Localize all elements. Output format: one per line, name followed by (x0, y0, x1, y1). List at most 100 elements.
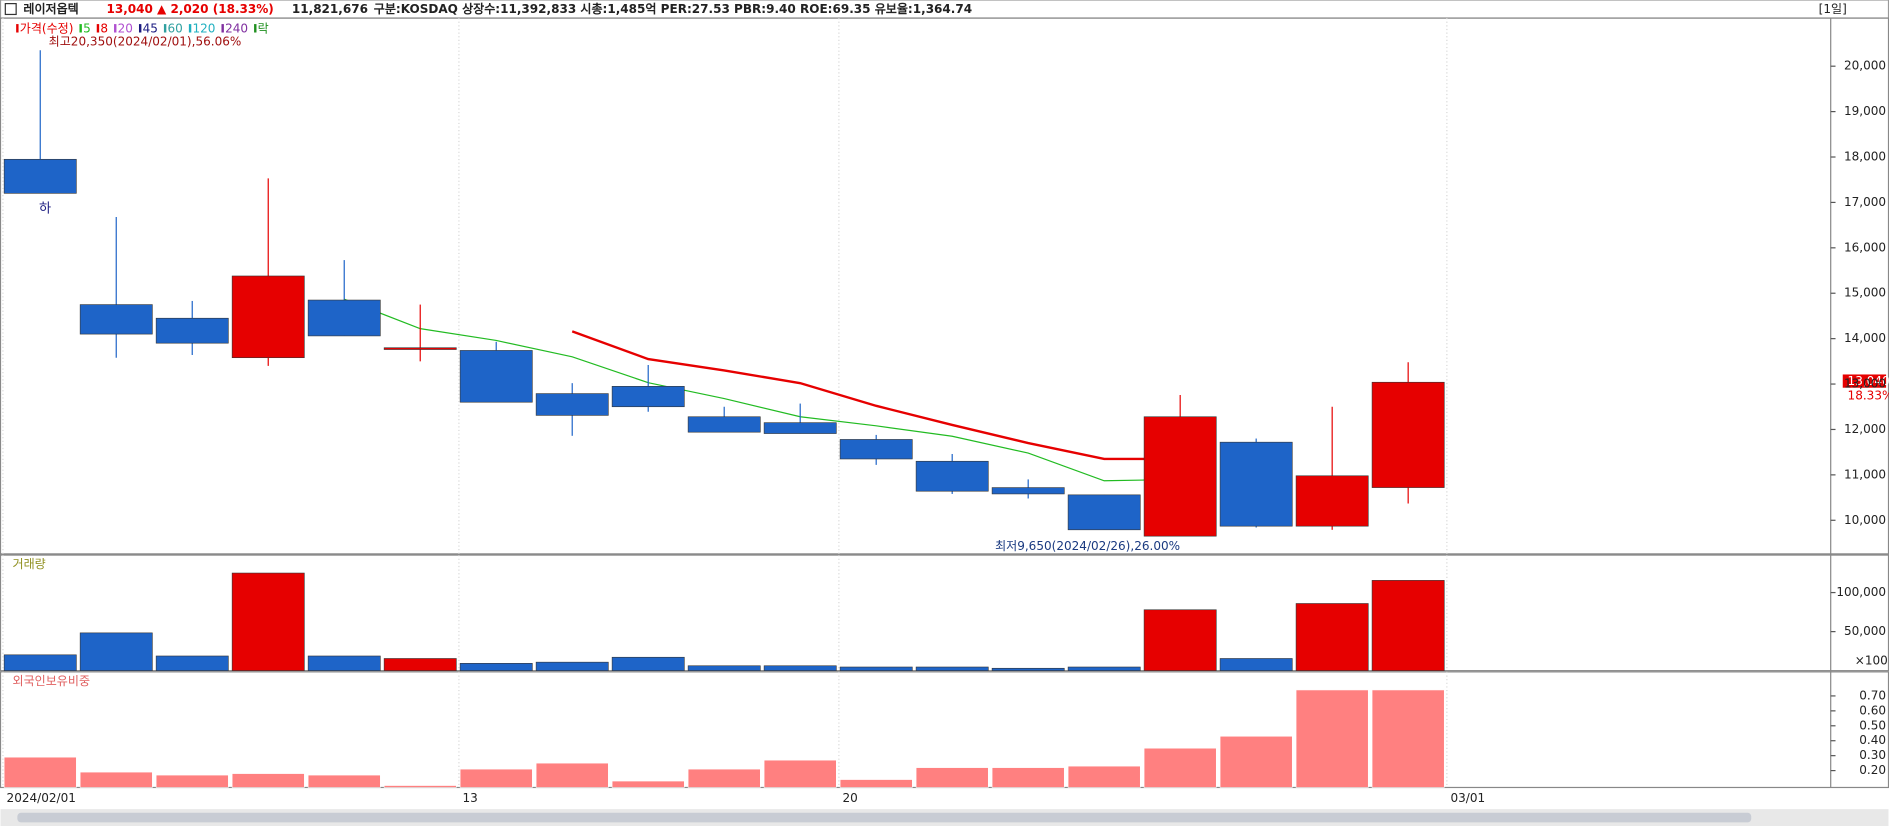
y-tick-label: 13,000 (1844, 377, 1886, 391)
legend-entry: 8 (100, 21, 108, 35)
bar (763, 665, 837, 671)
bar (79, 771, 153, 788)
x-tick-label: 2024/02/01 (7, 791, 76, 805)
y-tick-label: 14,000 (1844, 331, 1886, 345)
x-tick-label: 13 (463, 791, 478, 805)
legend-entry: 가격(수정) (20, 21, 74, 35)
ma-line (571, 330, 1181, 461)
bar (687, 665, 761, 671)
candle-body (231, 275, 305, 359)
legend-swatch (221, 24, 224, 33)
candle-body (1219, 441, 1293, 527)
bar (1067, 666, 1141, 671)
bar (1219, 735, 1293, 788)
candle-body (459, 350, 533, 403)
bar (1295, 603, 1369, 671)
bar (991, 767, 1065, 788)
info: 구분:KOSDAQ 상장수:11,392,833 시총:1,485억 PER:2… (374, 1, 972, 16)
change: ▲ 2,020 (18.33%) (157, 2, 274, 16)
candle-body (1067, 494, 1141, 531)
bar (1371, 689, 1445, 788)
y-tick-label: 11,000 (1844, 467, 1886, 481)
candle-body (687, 416, 761, 433)
x-tick-label: 20 (843, 791, 858, 805)
bar (383, 658, 457, 671)
bar (915, 767, 989, 788)
y-tick-label: 18,000 (1844, 150, 1886, 164)
y-tick-label: 0.30 (1859, 748, 1886, 762)
candle-body (915, 460, 989, 492)
bar (915, 666, 989, 671)
bar (1067, 765, 1141, 788)
bar (535, 661, 609, 671)
legend-swatch (114, 24, 117, 33)
y-tick-label: 17,000 (1844, 195, 1886, 209)
bar (307, 655, 381, 671)
stock-name: 레이저옵텍 (23, 1, 78, 16)
legend-entry: 240 (225, 21, 248, 35)
high-annotation: 최고20,350(2024/02/01),56.06% (49, 35, 242, 49)
y-tick-label: 0.40 (1859, 733, 1886, 747)
bar (231, 773, 305, 788)
bar (839, 779, 913, 788)
bar (839, 666, 913, 671)
candle-body (307, 299, 381, 337)
y-tick-label: 20,000 (1844, 59, 1886, 73)
y-tick-label: 100,000 (1836, 585, 1886, 599)
candle-body (535, 393, 609, 416)
high-mark: 하 (39, 200, 51, 216)
unit-label: ×100 (1855, 654, 1888, 668)
bar (3, 756, 77, 788)
legend-entry: 5 (83, 21, 91, 35)
bar (1143, 747, 1217, 788)
legend-swatch (188, 24, 192, 33)
legend-entry: 락 (258, 21, 269, 35)
candle-body (611, 386, 685, 408)
change-pct: 18.33% (1848, 389, 1889, 403)
legend-entry: 45 (143, 21, 158, 35)
legend-swatch (254, 24, 257, 33)
legend-swatch (163, 24, 167, 33)
bar (535, 762, 609, 788)
legend-swatch (96, 24, 100, 33)
legend-entry: 120 (192, 21, 215, 35)
price-tag (1842, 374, 1887, 388)
y-tick-label: 0.60 (1859, 703, 1886, 717)
bar (1295, 689, 1369, 788)
bar (687, 768, 761, 788)
legend-entry: 20 (118, 21, 133, 35)
y-tick-label: 16,000 (1844, 240, 1886, 254)
bar (459, 663, 533, 671)
x-tick-label: 03/01 (1450, 791, 1485, 805)
scroll-thumb[interactable] (17, 812, 1752, 823)
bar (1143, 609, 1217, 671)
bar (459, 768, 533, 788)
volume-title: 거래량 (13, 557, 46, 571)
candle-body (763, 422, 837, 434)
bar (155, 774, 229, 788)
low-annotation: 최저9,650(2024/02/26),26.00% (995, 539, 1180, 553)
bar (991, 667, 1065, 671)
y-tick-label: 19,000 (1844, 104, 1886, 118)
bar (763, 759, 837, 788)
y-tick-label: 12,000 (1844, 422, 1886, 436)
bar (611, 656, 685, 671)
legend-swatch (138, 24, 142, 33)
candle-body (1371, 381, 1445, 488)
legend-entry: 60 (168, 21, 183, 35)
legend-swatch (79, 24, 82, 33)
y-tick-label: 15,000 (1844, 286, 1886, 300)
y-tick-label: 10,000 (1844, 513, 1886, 527)
foreign-title: 외국인보유비중 (13, 674, 90, 688)
candle-body (991, 487, 1065, 495)
bar (155, 655, 229, 671)
y-tick-label: 0.70 (1859, 688, 1886, 702)
candle-body (155, 317, 229, 344)
legend-swatch (16, 24, 19, 33)
bar (3, 654, 77, 671)
bar (307, 774, 381, 788)
header-icon[interactable] (4, 3, 17, 16)
period[interactable]: [1일] (1819, 2, 1847, 16)
candle-body (839, 439, 913, 460)
